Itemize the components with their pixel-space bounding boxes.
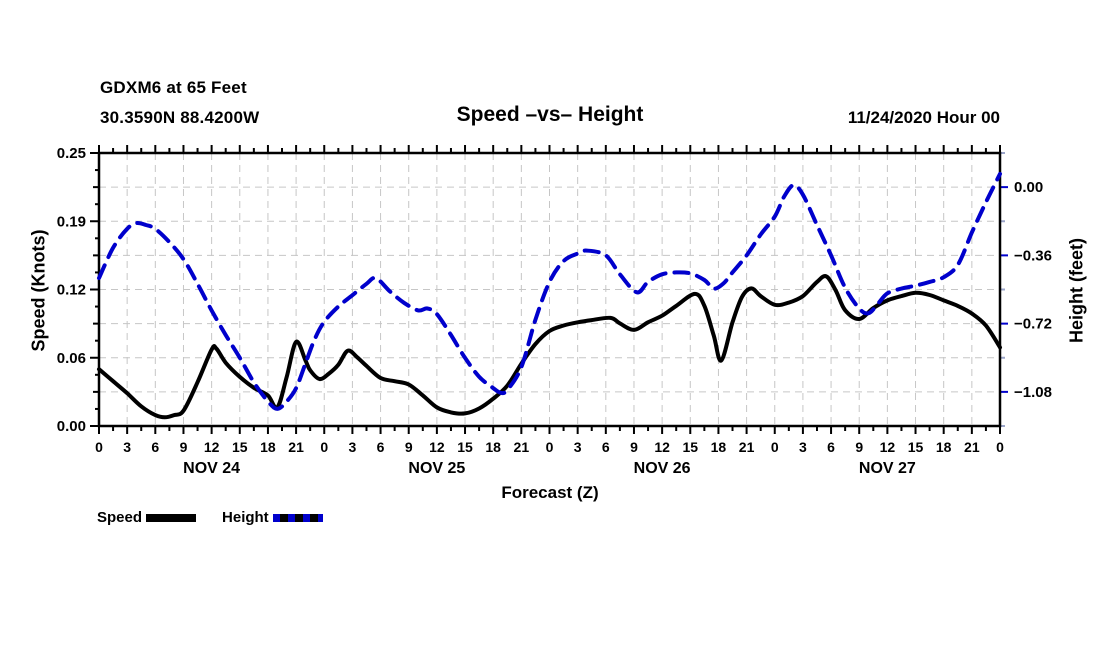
svg-text:21: 21: [288, 439, 304, 455]
svg-text:9: 9: [180, 439, 188, 455]
right-tick-labels: 0.00 −0.36 −0.72 −1.08: [1014, 179, 1052, 401]
svg-text:9: 9: [405, 439, 413, 455]
station-label: GDXM6 at 65 Feet: [100, 78, 247, 97]
svg-text:21: 21: [739, 439, 755, 455]
svg-text:15: 15: [908, 439, 924, 455]
day-labels: NOV 24 NOV 25 NOV 26 NOV 27: [183, 460, 916, 477]
svg-text:12: 12: [654, 439, 670, 455]
svg-text:18: 18: [260, 439, 276, 455]
svg-text:6: 6: [602, 439, 610, 455]
speed-series-line: [97, 274, 1002, 420]
svg-text:0.25: 0.25: [57, 145, 86, 162]
svg-text:0: 0: [320, 439, 328, 455]
x-tick-labels: 0 3 6 9 12 15 18 21 0 3 6 9 12 15 18 21 0 3 6 9 12 15 18 21 0 3 6 9…: [95, 439, 1004, 455]
left-tick-labels: 0.00 0.06 0.12 0.19 0.25: [57, 145, 86, 435]
svg-text:NOV 24: NOV 24: [183, 460, 240, 477]
svg-text:18: 18: [936, 439, 952, 455]
svg-text:0.00: 0.00: [1014, 179, 1043, 196]
chart-legend: Speed Height: [97, 509, 323, 526]
svg-text:0: 0: [771, 439, 779, 455]
svg-text:NOV 25: NOV 25: [408, 460, 465, 477]
svg-text:−0.72: −0.72: [1014, 316, 1052, 333]
svg-text:15: 15: [457, 439, 473, 455]
height-series-line: [97, 171, 1002, 411]
svg-text:18: 18: [485, 439, 501, 455]
svg-text:9: 9: [630, 439, 638, 455]
datetime-label: 11/24/2020 Hour 00: [847, 108, 1000, 127]
svg-text:3: 3: [349, 439, 357, 455]
svg-text:21: 21: [964, 439, 980, 455]
coordinates-label: 30.3590N 88.4200W: [100, 108, 260, 127]
svg-text:NOV 27: NOV 27: [859, 460, 916, 477]
svg-text:−0.36: −0.36: [1014, 247, 1052, 264]
svg-text:15: 15: [232, 439, 248, 455]
svg-text:0.00: 0.00: [57, 418, 86, 435]
svg-text:0.19: 0.19: [57, 213, 86, 230]
legend-speed-swatch: [146, 513, 197, 522]
svg-text:0: 0: [95, 439, 103, 455]
svg-text:12: 12: [429, 439, 445, 455]
legend-height-label: Height: [222, 509, 269, 526]
svg-text:6: 6: [377, 439, 385, 455]
plot-frame: [97, 151, 1002, 428]
svg-text:0: 0: [546, 439, 554, 455]
svg-text:6: 6: [151, 439, 159, 455]
gridlines: [99, 153, 1000, 426]
svg-text:6: 6: [827, 439, 835, 455]
svg-text:18: 18: [711, 439, 727, 455]
svg-text:NOV 26: NOV 26: [634, 460, 691, 477]
svg-text:0.12: 0.12: [57, 282, 86, 299]
legend-height-swatch: [272, 513, 323, 522]
svg-text:3: 3: [574, 439, 582, 455]
svg-text:3: 3: [799, 439, 807, 455]
svg-text:3: 3: [123, 439, 131, 455]
svg-text:9: 9: [855, 439, 863, 455]
legend-speed-label: Speed: [97, 509, 143, 526]
svg-text:21: 21: [514, 439, 530, 455]
x-axis-title: Forecast (Z): [501, 483, 599, 502]
svg-text:12: 12: [204, 439, 220, 455]
axis-ticks: [90, 145, 1001, 434]
chart-title: Speed –vs– Height: [456, 103, 644, 126]
svg-text:0.06: 0.06: [57, 350, 86, 367]
svg-text:15: 15: [682, 439, 698, 455]
svg-text:12: 12: [880, 439, 896, 455]
svg-text:0: 0: [996, 439, 1004, 455]
svg-text:−1.08: −1.08: [1014, 384, 1052, 401]
